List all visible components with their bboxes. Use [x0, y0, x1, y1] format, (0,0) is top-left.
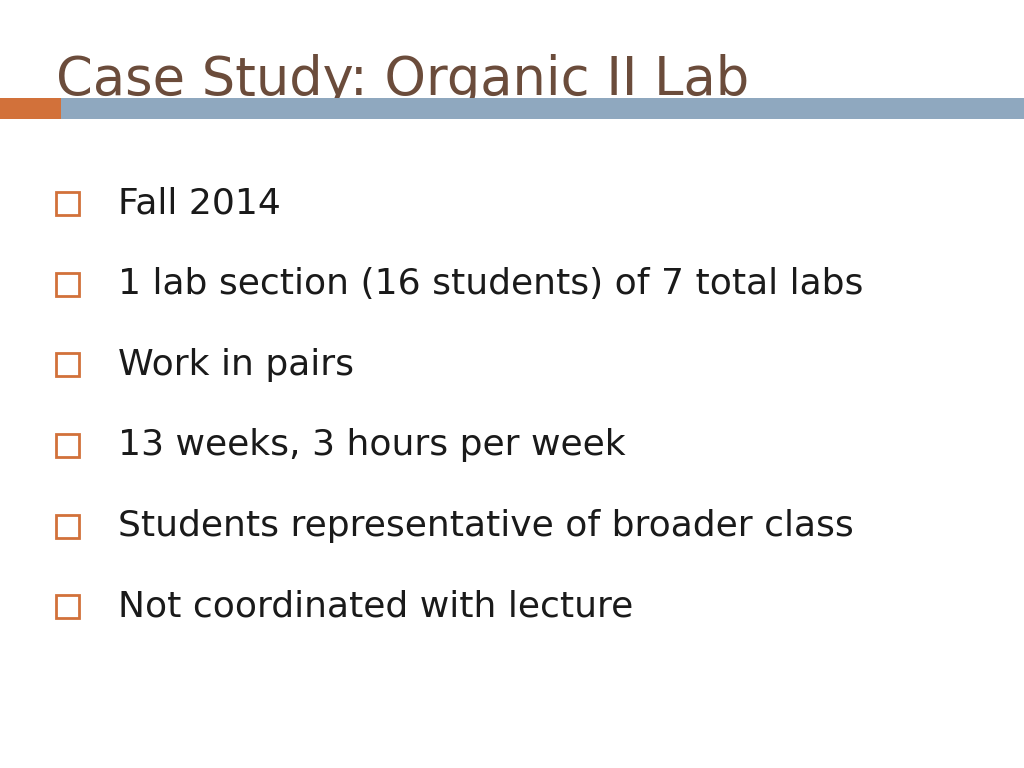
Bar	[56, 434, 79, 457]
Text: 13 weeks, 3 hours per week: 13 weeks, 3 hours per week	[118, 429, 626, 462]
Text: 1 lab section (16 students) of 7 total labs: 1 lab section (16 students) of 7 total l…	[118, 267, 863, 301]
Bar	[56, 515, 79, 538]
Text: Students representative of broader class: Students representative of broader class	[118, 509, 854, 543]
Bar	[0, 98, 61, 119]
Bar	[56, 192, 79, 215]
Text: Work in pairs: Work in pairs	[118, 348, 353, 382]
Bar	[56, 595, 79, 618]
Text: Not coordinated with lecture: Not coordinated with lecture	[118, 590, 633, 624]
Bar	[61, 98, 1024, 119]
Bar	[56, 273, 79, 296]
Text: Fall 2014: Fall 2014	[118, 187, 281, 220]
Text: Case Study: Organic II Lab: Case Study: Organic II Lab	[56, 54, 750, 106]
Bar	[56, 353, 79, 376]
